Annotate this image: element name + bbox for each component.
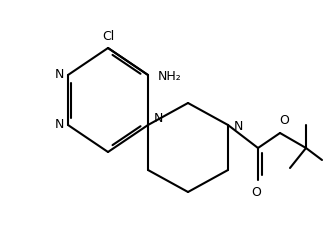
Text: N: N [153,113,163,125]
Text: N: N [233,120,243,134]
Text: Cl: Cl [102,30,114,43]
Text: N: N [54,69,64,81]
Text: O: O [279,114,289,128]
Text: N: N [54,119,64,132]
Text: O: O [251,185,261,198]
Text: NH₂: NH₂ [158,70,182,84]
